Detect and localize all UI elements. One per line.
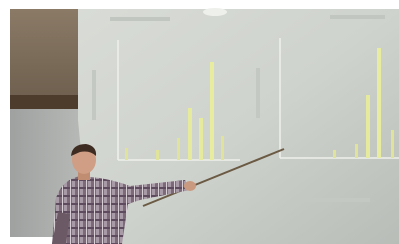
bar-shape [366,95,370,158]
slide-text [330,15,385,19]
slide-text [300,198,370,202]
bar-shape [333,150,336,158]
bar-shape [125,148,128,160]
bar-shape [210,62,214,160]
bar-shape [199,118,203,160]
slide-text [92,70,96,120]
hand [184,181,196,191]
bar-shape [221,136,224,160]
projector-glare [203,8,227,16]
photo [0,0,399,244]
wood-rail [10,95,85,109]
slide-text [256,68,260,118]
bar-shape [156,150,159,160]
page: (() => { const data = JSON.parse(documen… [0,0,399,244]
bar-shape [391,130,394,158]
slide-text [110,17,170,21]
bar-shape [177,138,180,160]
wall [10,9,85,97]
bar-shape [355,144,358,158]
bar-shape [188,108,192,160]
bar-shape [377,48,381,158]
